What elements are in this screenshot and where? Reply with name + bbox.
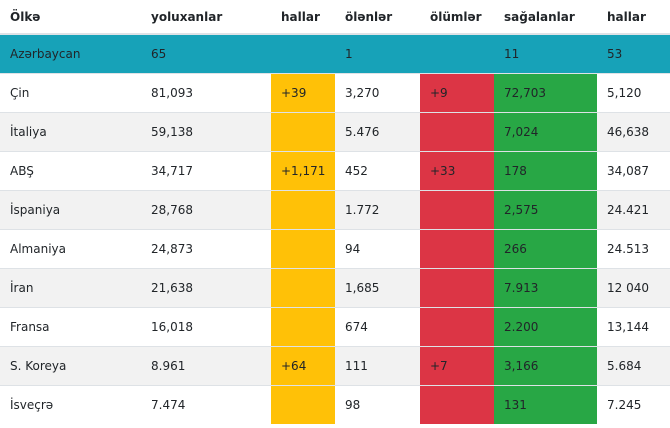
cell-cases: 24,873 (141, 229, 271, 269)
cell-country: ABŞ (0, 151, 141, 191)
cell-active: 24.513 (597, 229, 670, 269)
cell-cases: 34,717 (141, 151, 271, 191)
table-row: Çin 81,093 +39 3,270 +9 72,703 5,120 (0, 73, 670, 113)
cell-active: 5,120 (597, 73, 670, 113)
table-row: ABŞ 34,717 +1,171 452 +33 178 34,087 (0, 151, 670, 191)
cell-new-cases (271, 229, 335, 269)
cell-new-deaths (420, 385, 494, 424)
cell-recovered: 266 (494, 229, 597, 269)
cell-new-deaths (420, 268, 494, 308)
header-recovered[interactable]: sağalanlar (494, 0, 597, 35)
cell-active: 34,087 (597, 151, 670, 191)
cell-cases: 7.474 (141, 385, 271, 424)
cell-deaths: 674 (335, 307, 420, 347)
cell-new-cases: +1,171 (271, 151, 335, 191)
cell-recovered: 7,024 (494, 112, 597, 152)
cell-active: 12 040 (597, 268, 670, 308)
cell-country: İtaliya (0, 112, 141, 152)
cell-country: Çin (0, 73, 141, 113)
header-new-deaths[interactable]: ölümlər (420, 0, 494, 35)
cell-new-cases: +64 (271, 346, 335, 386)
cell-deaths: 98 (335, 385, 420, 424)
cell-deaths: 1,685 (335, 268, 420, 308)
cell-cases: 21,638 (141, 268, 271, 308)
table-row: İsveçrə 7.474 98 131 7.245 (0, 385, 670, 424)
header-cases[interactable]: yoluxanlar (141, 0, 271, 35)
cell-country: İspaniya (0, 190, 141, 230)
table-row: S. Koreya 8.961 +64 111 +7 3,166 5.684 (0, 346, 670, 386)
cell-deaths: 94 (335, 229, 420, 269)
cell-new-cases (271, 268, 335, 308)
cell-country: İran (0, 268, 141, 308)
cell-recovered: 11 (494, 33, 597, 74)
cell-deaths: 1.772 (335, 190, 420, 230)
cell-country: Fransa (0, 307, 141, 347)
cell-cases: 65 (141, 33, 271, 74)
cell-recovered: 178 (494, 151, 597, 191)
cell-country: Azərbaycan (0, 33, 141, 74)
cell-deaths: 5.476 (335, 112, 420, 152)
header-deaths[interactable]: ölənlər (335, 0, 420, 35)
cell-active: 13,144 (597, 307, 670, 347)
cell-country: İsveçrə (0, 385, 141, 424)
cell-country: Almaniya (0, 229, 141, 269)
table-row: İspaniya 28,768 1.772 2,575 24.421 (0, 190, 670, 230)
cell-deaths: 452 (335, 151, 420, 191)
table-row: Fransa 16,018 674 2.200 13,144 (0, 307, 670, 347)
cell-country: S. Koreya (0, 346, 141, 386)
table-header-row: Ölkə yoluxanlar hallar ölənlər ölümlər s… (0, 0, 670, 35)
cell-cases: 16,018 (141, 307, 271, 347)
cell-new-deaths (420, 33, 494, 74)
cell-new-deaths (420, 229, 494, 269)
cell-active: 7.245 (597, 385, 670, 424)
table-row: İtaliya 59,138 5.476 7,024 46,638 (0, 112, 670, 152)
table-row: İran 21,638 1,685 7.913 12 040 (0, 268, 670, 308)
cell-cases: 81,093 (141, 73, 271, 113)
cell-cases: 8.961 (141, 346, 271, 386)
table-row-azerbaijan: Azərbaycan 65 1 11 53 (0, 33, 670, 74)
header-country[interactable]: Ölkə (0, 0, 141, 35)
cell-recovered: 7.913 (494, 268, 597, 308)
cell-cases: 28,768 (141, 190, 271, 230)
cell-new-deaths: +7 (420, 346, 494, 386)
cell-recovered: 3,166 (494, 346, 597, 386)
cell-new-cases (271, 307, 335, 347)
cell-deaths: 111 (335, 346, 420, 386)
cell-new-cases: +39 (271, 73, 335, 113)
cell-new-deaths (420, 190, 494, 230)
cell-new-deaths: +33 (420, 151, 494, 191)
cell-active: 5.684 (597, 346, 670, 386)
header-active[interactable]: hallar (597, 0, 670, 35)
cell-active: 53 (597, 33, 670, 74)
cell-deaths: 1 (335, 33, 420, 74)
cell-active: 46,638 (597, 112, 670, 152)
cell-new-deaths: +9 (420, 73, 494, 113)
cell-deaths: 3,270 (335, 73, 420, 113)
cell-new-deaths (420, 307, 494, 347)
cell-recovered: 2.200 (494, 307, 597, 347)
cell-new-deaths (420, 112, 494, 152)
header-new-cases[interactable]: hallar (271, 0, 335, 35)
cell-new-cases (271, 33, 335, 74)
cell-new-cases (271, 190, 335, 230)
cell-active: 24.421 (597, 190, 670, 230)
cell-recovered: 72,703 (494, 73, 597, 113)
cell-new-cases (271, 385, 335, 424)
cell-recovered: 131 (494, 385, 597, 424)
cell-recovered: 2,575 (494, 190, 597, 230)
cell-new-cases (271, 112, 335, 152)
table-row: Almaniya 24,873 94 266 24.513 (0, 229, 670, 269)
cell-cases: 59,138 (141, 112, 271, 152)
